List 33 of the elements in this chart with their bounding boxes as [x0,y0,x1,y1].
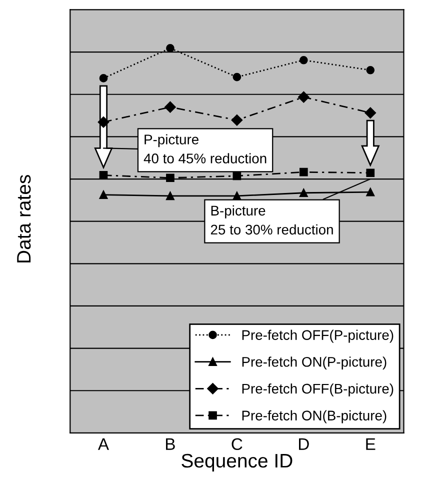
point [232,72,242,82]
annotation: B-picture 25 to 30% reduction [210,205,333,235]
point [366,66,375,74]
point [364,107,376,118]
point [98,116,110,128]
point [366,168,375,178]
point [99,190,108,199]
point [164,101,176,113]
point [232,172,242,180]
x-axis-title: Sequence ID [182,454,292,472]
point [299,168,308,176]
x-tick-label: D [299,438,309,450]
x-tick-label: A [98,438,110,450]
point [232,192,242,200]
annotation: P-picture 40 to 45% reduction [144,134,266,164]
point [99,74,108,82]
point [99,171,108,180]
legend-label: Pre-fetch ON(P-picture) [242,356,386,370]
y-axis-title: Data rates [17,174,31,262]
point [231,114,243,126]
point [166,192,174,200]
x-tick-label: E [366,438,376,450]
point [299,56,308,64]
legend-label: Pre-fetch OFF(P-picture) [242,330,394,343]
point [298,91,310,103]
point [366,188,375,196]
legend-label: Pre-fetch OFF(B-picture) [242,383,394,396]
point [299,188,308,198]
point [166,174,174,182]
legend-label: Pre-fetch ON(B-picture) [242,410,386,424]
x-tick-label: B [166,438,175,450]
x-tick-label: C [232,438,242,450]
point [166,44,174,52]
